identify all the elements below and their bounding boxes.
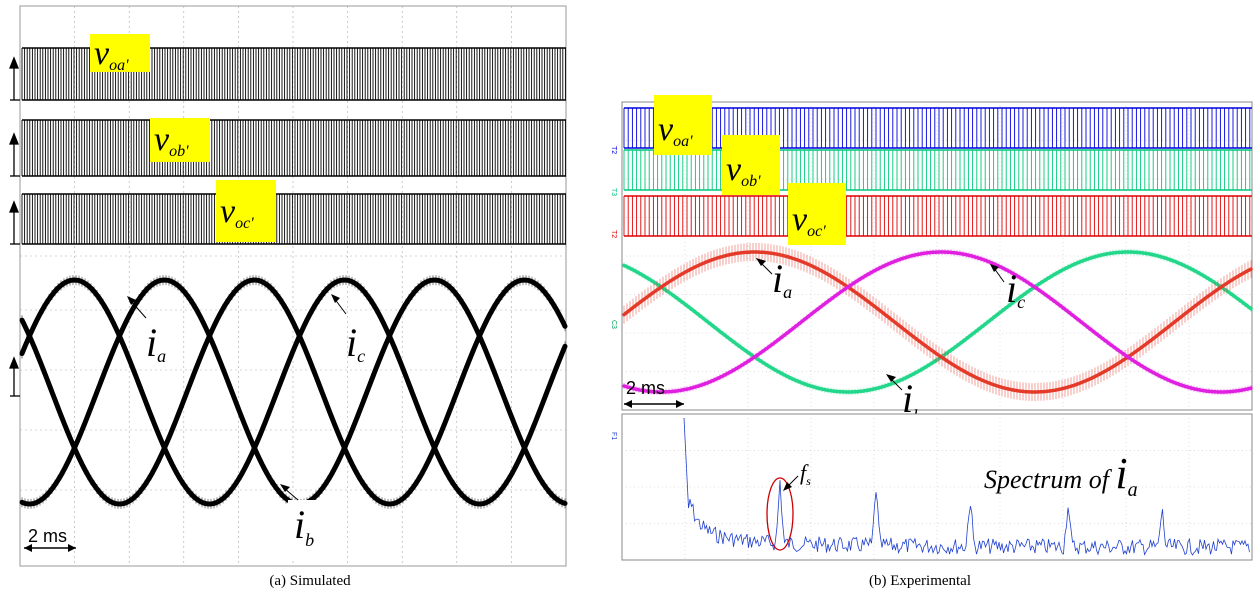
sim-label-ia: ia xyxy=(146,320,166,366)
caption-simulated: (a) Simulated xyxy=(269,573,351,589)
spectrum-title: Spectrum of ia xyxy=(984,449,1138,501)
exp-scale-label: 2 ms xyxy=(626,378,665,398)
sim-scale-label: 2 ms xyxy=(28,526,67,546)
sim-ic-trace xyxy=(19,277,568,507)
exp-label-voc: voc' xyxy=(792,201,826,240)
sim-ic-trace-ripple xyxy=(21,275,566,509)
sim-voc-trace xyxy=(21,194,566,244)
exp-scale-bar: 2 ms xyxy=(624,378,684,408)
sim-voltage-traces xyxy=(21,47,566,245)
sim-label-ib: ib xyxy=(294,502,314,550)
sim-vob-trace xyxy=(21,120,566,176)
exp-ic-trace-ripple xyxy=(623,249,1252,395)
exp-ia-trace xyxy=(622,250,1253,394)
simulated-panel: 2 ms voa' vob' voc' ia ic ib xyxy=(9,5,568,567)
exp-ib-trace-ripple xyxy=(623,243,1252,401)
exp-ib-trace xyxy=(622,250,1253,394)
exp-label-ia: ia xyxy=(772,256,792,302)
sim-ia-trace-ripple xyxy=(21,275,566,509)
sim-label-ic: ic xyxy=(346,320,365,366)
sim-ib-trace xyxy=(19,277,568,507)
spectrum-line xyxy=(683,417,1250,556)
svg-text:T2: T2 xyxy=(610,146,617,154)
fs-highlight-ellipse xyxy=(766,477,794,551)
sim-current-traces xyxy=(19,275,568,509)
sim-ia-trace xyxy=(19,277,568,507)
svg-text:T2: T2 xyxy=(610,230,617,238)
sim-label-voa: voa' xyxy=(94,35,129,74)
exp-ia-trace-ripple xyxy=(623,249,1252,395)
exp-current-traces xyxy=(622,243,1253,401)
sim-voa-trace xyxy=(21,48,566,100)
exp-voltage-traces xyxy=(623,107,1252,237)
svg-text:T3: T3 xyxy=(610,188,617,196)
exp-voltage-labels: voa' vob' voc' xyxy=(654,95,846,245)
exp-label-vob: vob' xyxy=(726,151,761,190)
experimental-panel: T2 T3 T2 C3 2 ms voa' vob' voc' ia ic i xyxy=(610,95,1253,561)
sim-current-labels: ia ic ib xyxy=(127,294,365,560)
caption-experimental: (b) Experimental xyxy=(868,573,972,589)
exp-label-voa: voa' xyxy=(658,111,693,150)
sim-ib-trace-ripple xyxy=(21,275,566,509)
sim-grid xyxy=(20,6,566,566)
exp-label-ic: ic xyxy=(1006,266,1025,312)
sim-voltage-labels: voa' vob' voc' xyxy=(90,34,276,242)
fs-label: fs xyxy=(783,460,811,491)
exp-ic-trace xyxy=(622,250,1253,394)
sim-label-voc: voc' xyxy=(220,193,254,232)
sim-label-vob: vob' xyxy=(154,121,189,160)
exp-channel-markers: T2 T3 T2 C3 xyxy=(610,146,617,329)
svg-text:fs: fs xyxy=(800,460,811,488)
svg-text:C3: C3 xyxy=(610,320,617,329)
sim-ground-arrows xyxy=(9,56,20,397)
spectrum-channel-marker: F1 xyxy=(610,432,617,440)
sim-scale-bar: 2 ms xyxy=(24,526,76,552)
spectrum-trace xyxy=(683,417,1250,556)
